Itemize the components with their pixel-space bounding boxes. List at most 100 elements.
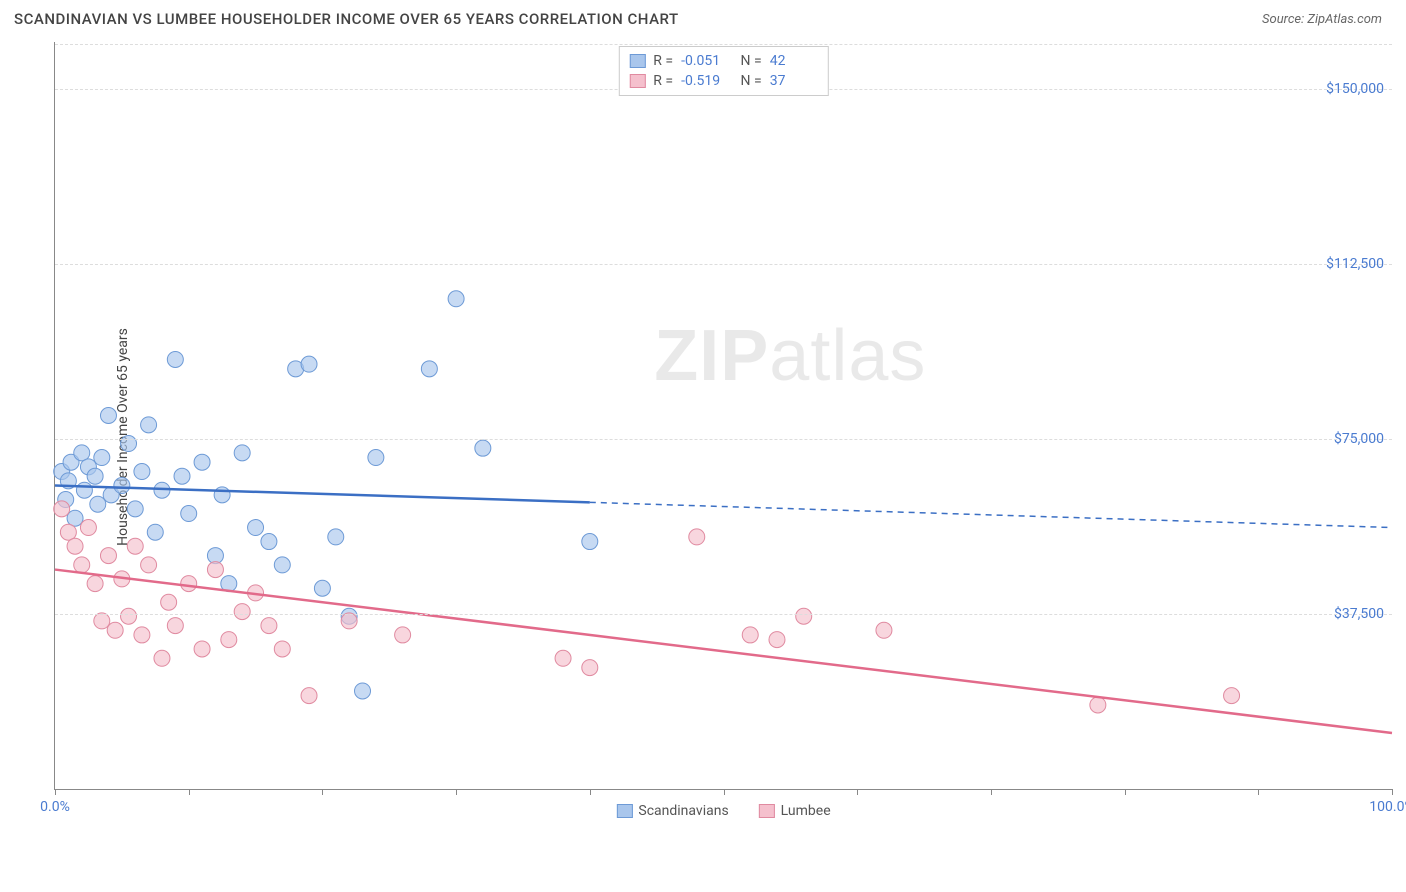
legend-series: Scandinavians Lumbee	[616, 803, 830, 819]
x-tick	[322, 789, 323, 795]
x-tick	[991, 789, 992, 795]
x-tick	[1392, 789, 1393, 795]
data-point	[194, 641, 210, 657]
data-point	[134, 627, 150, 643]
x-tick	[189, 789, 190, 795]
data-point	[107, 622, 123, 638]
data-point	[167, 618, 183, 634]
data-point	[127, 538, 143, 554]
legend-n-value: 42	[770, 53, 818, 69]
legend-stat-row: R =-0.051 N =42	[629, 51, 817, 71]
gridline	[55, 614, 1392, 615]
data-point	[167, 351, 183, 367]
legend-stat-row: R = -0.519 N = 37	[629, 71, 817, 91]
data-point	[67, 538, 83, 554]
data-point	[181, 506, 197, 522]
data-point	[314, 580, 330, 596]
data-point	[796, 608, 812, 624]
data-point	[261, 618, 277, 634]
data-point	[274, 557, 290, 573]
data-point	[1090, 697, 1106, 713]
data-point	[742, 627, 758, 643]
legend-swatch	[629, 54, 645, 68]
y-tick-label: $150,000	[1326, 81, 1384, 97]
gridline	[55, 44, 1392, 45]
data-point	[181, 576, 197, 592]
x-tick-label: 100.0%	[1369, 799, 1406, 815]
data-point	[87, 576, 103, 592]
data-point	[475, 440, 491, 456]
data-point	[100, 408, 116, 424]
plot-svg	[55, 42, 1392, 789]
data-point	[274, 641, 290, 657]
data-point	[94, 613, 110, 629]
legend-swatch	[759, 804, 775, 818]
data-point	[248, 520, 264, 536]
data-point	[582, 534, 598, 550]
x-tick	[857, 789, 858, 795]
legend-item: Scandinavians	[616, 803, 728, 819]
data-point	[421, 361, 437, 377]
source-label: Source: ZipAtlas.com	[1262, 12, 1382, 27]
data-point	[207, 562, 223, 578]
legend-item: Lumbee	[759, 803, 831, 819]
data-point	[214, 487, 230, 503]
legend-label: Lumbee	[781, 803, 831, 819]
x-tick	[590, 789, 591, 795]
legend-swatch	[629, 74, 645, 88]
legend-label: Scandinavians	[638, 803, 728, 819]
data-point	[127, 501, 143, 517]
data-point	[94, 450, 110, 466]
regression-line-dashed	[590, 502, 1392, 527]
legend-n-label: N =	[737, 73, 762, 89]
data-point	[100, 548, 116, 564]
data-point	[234, 604, 250, 620]
legend-r-value: -0.519	[681, 73, 729, 89]
data-point	[174, 468, 190, 484]
data-point	[221, 632, 237, 648]
data-point	[355, 683, 371, 699]
chart-header: SCANDINAVIAN VS LUMBEE HOUSEHOLDER INCOM…	[0, 0, 1406, 34]
y-tick-label: $37,500	[1334, 606, 1384, 622]
regression-line	[55, 486, 590, 503]
regression-line	[55, 570, 1392, 733]
data-point	[876, 622, 892, 638]
x-tick	[1258, 789, 1259, 795]
legend-n-value: 37	[770, 73, 818, 89]
data-point	[328, 529, 344, 545]
data-point	[141, 557, 157, 573]
y-tick-label: $112,500	[1326, 256, 1384, 272]
legend-stats: R =-0.051 N =42R =-0.519 N =37	[618, 46, 828, 96]
data-point	[582, 660, 598, 676]
data-point	[395, 627, 411, 643]
data-point	[154, 650, 170, 666]
y-tick-label: $75,000	[1334, 431, 1384, 447]
data-point	[261, 534, 277, 550]
data-point	[80, 520, 96, 536]
data-point	[689, 529, 705, 545]
gridline	[55, 264, 1392, 265]
x-tick	[724, 789, 725, 795]
x-tick-label: 0.0%	[40, 799, 70, 815]
data-point	[141, 417, 157, 433]
chart-title: SCANDINAVIAN VS LUMBEE HOUSEHOLDER INCOM…	[14, 10, 679, 28]
data-point	[90, 496, 106, 512]
legend-n-label: N =	[737, 53, 762, 69]
data-point	[301, 688, 317, 704]
data-point	[114, 478, 130, 494]
data-point	[74, 557, 90, 573]
data-point	[194, 454, 210, 470]
data-point	[54, 501, 70, 517]
data-point	[448, 291, 464, 307]
data-point	[769, 632, 785, 648]
chart-container: Householder Income Over 65 years ZIPatla…	[14, 42, 1392, 832]
gridline	[55, 439, 1392, 440]
legend-r-label: R =	[653, 73, 673, 89]
legend-swatch	[616, 804, 632, 818]
data-point	[87, 468, 103, 484]
data-point	[301, 356, 317, 372]
data-point	[147, 524, 163, 540]
x-tick	[55, 789, 56, 795]
plot-area: ZIPatlas R =-0.051 N =42R =-0.519 N =37 …	[54, 42, 1392, 790]
data-point	[76, 482, 92, 498]
